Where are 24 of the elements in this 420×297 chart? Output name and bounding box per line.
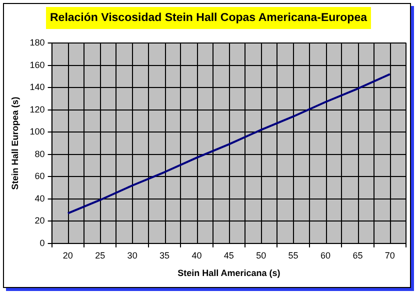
- x-axis-title: Stein Hall Americana (s): [178, 268, 280, 278]
- y-tick-label: 0: [40, 238, 45, 248]
- x-tick-label: 35: [160, 250, 170, 260]
- x-tick-label: 50: [256, 250, 266, 260]
- y-axis-title: Stein Hall Europea (s): [10, 96, 20, 190]
- x-tick-label: 45: [224, 250, 234, 260]
- y-tick-label: 160: [30, 60, 45, 70]
- x-tick-label: 60: [320, 250, 331, 260]
- y-tick-label: 100: [30, 126, 45, 137]
- x-tick-label: 30: [127, 250, 138, 260]
- y-tick-label: 60: [34, 171, 45, 182]
- y-tick-label: 40: [34, 193, 45, 204]
- x-tick-label: 40: [192, 250, 202, 260]
- x-tick-label: 20: [62, 250, 73, 260]
- y-tick-label: 180: [30, 37, 45, 48]
- y-tick-label: 20: [34, 216, 45, 226]
- x-tick-label: 70: [384, 250, 395, 260]
- y-tick-label: 120: [30, 104, 45, 114]
- x-tick-label: 25: [95, 250, 106, 260]
- chart-title: Relación Viscosidad Stein Hall Copas Americana-Europea: [46, 7, 371, 29]
- y-tick-label: 140: [30, 82, 45, 92]
- x-tick-label: 65: [352, 250, 363, 260]
- x-tick-label: 55: [288, 250, 298, 260]
- y-tick-label: 80: [34, 148, 45, 159]
